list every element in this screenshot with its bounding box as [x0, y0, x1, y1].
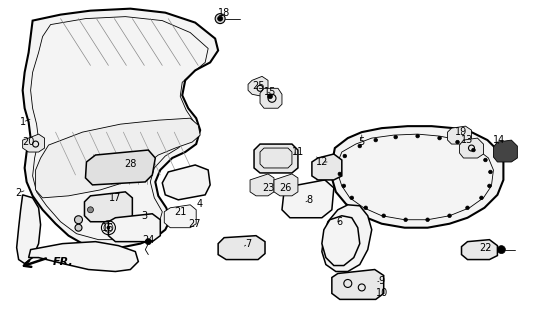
Polygon shape — [17, 195, 41, 264]
Circle shape — [146, 239, 151, 244]
Polygon shape — [23, 134, 44, 152]
Text: 9: 9 — [379, 276, 385, 286]
Polygon shape — [274, 174, 298, 196]
Circle shape — [343, 154, 347, 158]
Text: 22: 22 — [479, 243, 492, 252]
Polygon shape — [332, 126, 504, 228]
Text: 16: 16 — [102, 223, 115, 233]
Polygon shape — [108, 214, 160, 242]
Polygon shape — [282, 180, 334, 218]
Polygon shape — [459, 138, 484, 158]
Polygon shape — [84, 192, 133, 222]
Polygon shape — [332, 269, 384, 300]
Text: 14: 14 — [493, 135, 505, 145]
Polygon shape — [218, 236, 265, 260]
Polygon shape — [493, 140, 517, 162]
Text: 25: 25 — [252, 81, 265, 91]
Circle shape — [217, 16, 223, 21]
Text: 12: 12 — [316, 157, 328, 167]
Circle shape — [267, 94, 273, 99]
Circle shape — [472, 148, 476, 152]
Polygon shape — [164, 205, 196, 228]
Polygon shape — [36, 118, 200, 198]
Polygon shape — [461, 240, 497, 260]
Circle shape — [480, 196, 483, 200]
Circle shape — [487, 184, 491, 188]
Polygon shape — [248, 76, 268, 96]
Text: 24: 24 — [142, 235, 155, 245]
Circle shape — [342, 184, 346, 188]
Circle shape — [338, 172, 341, 176]
Text: 18: 18 — [218, 8, 230, 18]
Text: 4: 4 — [196, 199, 202, 209]
Circle shape — [107, 226, 110, 229]
Text: 28: 28 — [124, 159, 136, 169]
Polygon shape — [85, 150, 155, 185]
Text: 1: 1 — [19, 117, 26, 127]
Text: 13: 13 — [461, 135, 473, 145]
Text: 23: 23 — [262, 183, 274, 193]
Text: 19: 19 — [456, 127, 467, 137]
Text: 26: 26 — [279, 183, 291, 193]
Text: 20: 20 — [22, 137, 35, 147]
Circle shape — [466, 206, 469, 210]
Circle shape — [364, 206, 367, 210]
Text: 17: 17 — [109, 193, 122, 203]
Polygon shape — [322, 216, 360, 266]
Polygon shape — [447, 126, 472, 144]
Text: 6: 6 — [337, 217, 343, 227]
Polygon shape — [29, 242, 138, 271]
Polygon shape — [250, 174, 274, 196]
Text: FR.: FR. — [52, 257, 74, 267]
Text: 2: 2 — [16, 188, 22, 198]
Text: 8: 8 — [307, 195, 313, 205]
Circle shape — [350, 196, 354, 200]
Circle shape — [489, 170, 492, 174]
Text: 11: 11 — [292, 147, 304, 157]
Circle shape — [438, 136, 441, 140]
Circle shape — [456, 140, 459, 144]
Circle shape — [426, 218, 430, 221]
Circle shape — [215, 14, 225, 24]
Circle shape — [394, 135, 398, 139]
Polygon shape — [312, 154, 342, 180]
Text: 27: 27 — [188, 219, 201, 229]
Polygon shape — [23, 9, 218, 248]
Polygon shape — [322, 205, 372, 271]
Circle shape — [358, 144, 361, 148]
Circle shape — [382, 214, 386, 218]
Circle shape — [75, 224, 82, 231]
Text: 10: 10 — [375, 288, 388, 299]
Circle shape — [374, 138, 378, 142]
Circle shape — [404, 218, 407, 221]
Text: 3: 3 — [141, 211, 147, 221]
Polygon shape — [254, 144, 298, 173]
Polygon shape — [260, 88, 282, 108]
Text: 7: 7 — [245, 239, 251, 249]
Circle shape — [416, 134, 419, 138]
Text: 21: 21 — [174, 207, 187, 217]
Circle shape — [88, 207, 94, 213]
Text: 15: 15 — [264, 87, 276, 97]
Circle shape — [484, 158, 487, 162]
Text: 5: 5 — [359, 137, 365, 147]
Circle shape — [448, 214, 451, 218]
Circle shape — [75, 216, 82, 224]
Polygon shape — [162, 165, 210, 200]
Circle shape — [497, 246, 505, 253]
